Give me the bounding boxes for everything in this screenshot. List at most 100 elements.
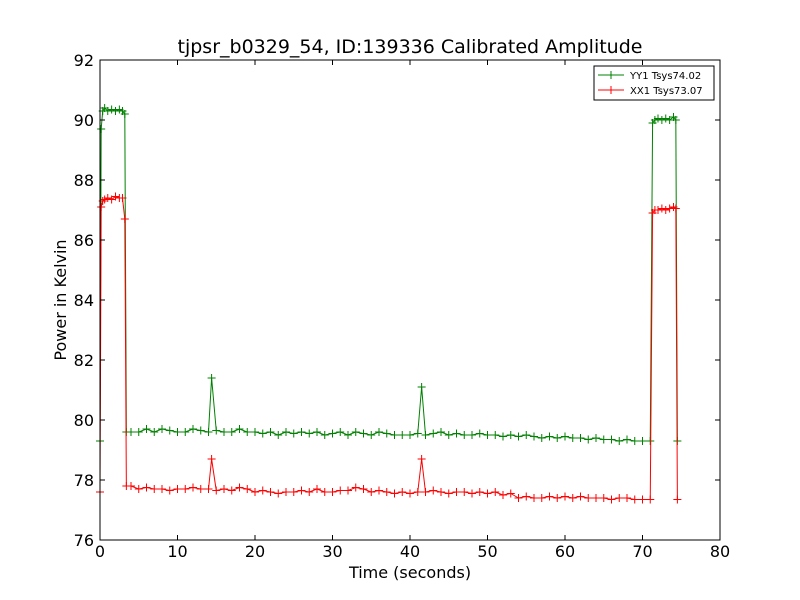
- data-point: [328, 488, 337, 496]
- data-point: [615, 437, 624, 445]
- data-point: [165, 486, 174, 495]
- data-point: [258, 429, 267, 438]
- data-point: [274, 431, 283, 439]
- data-point: [134, 485, 143, 493]
- legend-marker: [607, 86, 615, 94]
- data-point: [452, 488, 461, 496]
- data-point: [460, 488, 469, 496]
- legend-entry: XX1 Tsys73.07: [598, 86, 703, 97]
- data-point: [421, 431, 430, 439]
- data-point: [282, 428, 290, 436]
- data-point: [592, 434, 600, 442]
- data-point: [491, 431, 500, 439]
- x-axis-label: Time (seconds): [348, 563, 471, 582]
- data-point: [429, 486, 438, 495]
- data-point: [537, 434, 546, 442]
- data-point: [417, 455, 426, 463]
- data-point: [181, 485, 190, 493]
- data-point: [220, 428, 228, 436]
- data-point: [266, 488, 275, 496]
- data-point: [142, 425, 151, 433]
- data-point: [289, 429, 298, 438]
- data-point: [429, 429, 438, 438]
- data-point: [189, 425, 197, 433]
- y-tick-label: 88: [74, 171, 94, 190]
- data-point: [258, 486, 267, 495]
- data-point: [522, 492, 531, 501]
- data-point: [623, 494, 631, 502]
- data-point: [127, 428, 135, 436]
- data-point: [475, 429, 484, 438]
- data-point: [506, 431, 515, 439]
- data-point: [103, 194, 112, 202]
- x-tick-label: 10: [167, 542, 187, 561]
- legend: YY1 Tsys74.02 XX1 Tsys73.07: [593, 65, 715, 101]
- ticks-layer: 0 10 20 30 40 50 60 70 80 76 78 80 82 84 86 88 90 92: [74, 51, 731, 561]
- data-point: [584, 435, 593, 444]
- data-point: [607, 495, 616, 504]
- data-point: [561, 432, 569, 441]
- data-point: [120, 110, 129, 118]
- data-point: [266, 428, 275, 436]
- data-point: [320, 431, 329, 439]
- series-layer: [96, 104, 682, 504]
- data-point: [406, 431, 414, 439]
- data-point: [599, 494, 608, 502]
- data-point: [398, 488, 407, 496]
- data-point: [359, 485, 368, 493]
- series-1: [96, 192, 682, 504]
- data-point: [359, 429, 368, 438]
- data-point: [568, 434, 577, 442]
- data-point: [235, 425, 244, 433]
- data-point: [576, 434, 585, 442]
- y-tick-label: 90: [74, 111, 94, 130]
- data-point: [344, 486, 352, 495]
- data-point: [274, 489, 283, 498]
- data-point: [657, 116, 666, 124]
- x-tick-label: 70: [632, 542, 652, 561]
- data-point: [235, 483, 244, 492]
- x-tick-label: 80: [710, 542, 730, 561]
- data-point: [243, 428, 252, 436]
- x-tick-label: 50: [477, 542, 497, 561]
- y-axis-label: Power in Kelvin: [51, 239, 70, 360]
- data-point: [491, 488, 500, 496]
- data-point: [468, 431, 476, 439]
- data-point: [196, 485, 205, 493]
- data-point: [150, 485, 159, 493]
- data-point: [592, 494, 600, 502]
- x-tick-label: 20: [245, 542, 265, 561]
- data-point: [623, 435, 631, 444]
- data-point: [336, 428, 345, 436]
- data-point: [437, 488, 445, 496]
- data-point: [390, 489, 399, 498]
- data-point: [398, 431, 407, 439]
- data-point: [336, 486, 345, 495]
- data-point: [134, 428, 143, 436]
- data-point: [444, 489, 453, 498]
- data-point: [561, 492, 569, 501]
- data-point: [289, 488, 298, 496]
- data-point: [220, 485, 228, 493]
- data-point: [150, 428, 159, 436]
- data-point: [483, 431, 492, 439]
- y-tick-label: 86: [74, 231, 94, 250]
- data-point: [173, 428, 182, 436]
- data-point: [207, 374, 216, 382]
- data-point: [576, 492, 585, 501]
- x-tick-label: 0: [95, 542, 105, 561]
- data-point: [671, 204, 680, 213]
- data-point: [390, 431, 399, 439]
- data-point: [514, 494, 523, 502]
- data-point: [189, 483, 197, 492]
- chart-title: tjpsr_b0329_54, ID:139336 Calibrated Amp…: [178, 36, 643, 58]
- x-tick-label: 40: [400, 542, 420, 561]
- data-point: [475, 488, 484, 496]
- legend-entry: YY1 Tsys74.02: [598, 71, 701, 82]
- data-point: [530, 494, 538, 502]
- data-point: [671, 116, 680, 124]
- data-point: [382, 429, 391, 438]
- data-point: [553, 434, 562, 442]
- x-tick-label: 30: [322, 542, 342, 561]
- data-point: [97, 125, 106, 133]
